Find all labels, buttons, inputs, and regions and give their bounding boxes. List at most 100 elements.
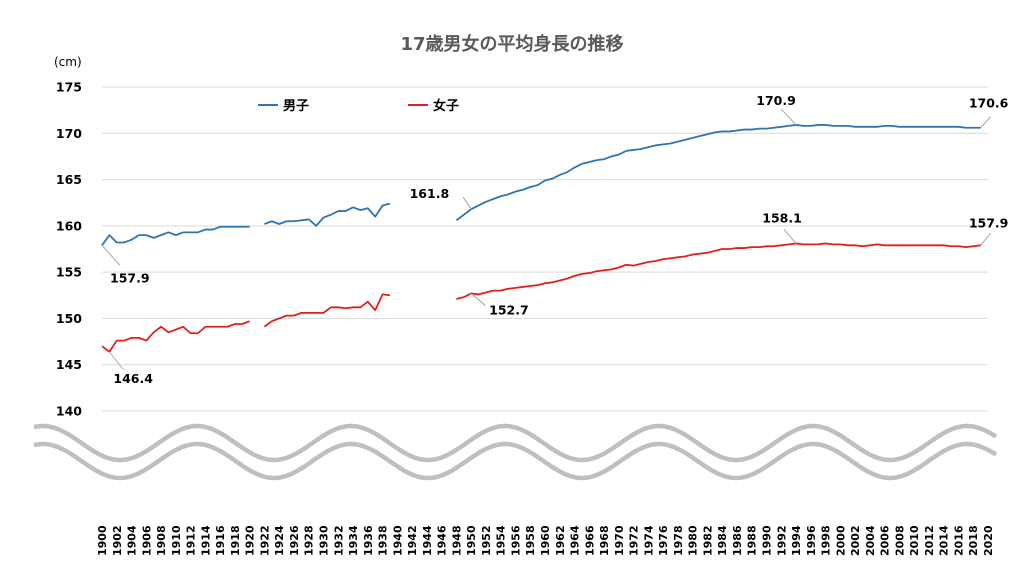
x-tick-label: 1910 — [170, 525, 183, 556]
x-tick-label: 2000 — [834, 525, 847, 556]
annotation-leader — [470, 293, 486, 306]
x-tick-label: 1940 — [391, 525, 404, 556]
x-tick-label: 1996 — [805, 525, 818, 556]
annotation-leader — [980, 116, 991, 129]
y-tick-label: 155 — [56, 265, 82, 280]
x-tick-label: 1926 — [288, 525, 301, 556]
data-label: 152.7 — [489, 302, 529, 317]
series-line-female-1 — [101, 320, 250, 353]
x-tick-label: 1908 — [155, 525, 168, 556]
x-tick-label: 1916 — [214, 525, 227, 556]
legend: 男子 女子 — [258, 98, 459, 114]
x-tick-label: 1980 — [687, 525, 700, 556]
series-line-male-2 — [264, 202, 391, 227]
x-tick-label: 1914 — [199, 525, 212, 556]
gridlines — [102, 86, 988, 412]
x-axis-ticks: 1900 1902 1904 1906 1908 1910 1912 1914 1916 1918… — [96, 525, 995, 556]
x-tick-label: 1952 — [480, 525, 493, 556]
x-tick-label: 1912 — [185, 525, 198, 556]
annotation-leader — [108, 351, 124, 371]
annotation-leader — [783, 229, 797, 244]
x-tick-label: 1944 — [421, 525, 434, 556]
y-tick-label: 175 — [56, 80, 82, 95]
x-tick-label: 1942 — [406, 525, 419, 556]
x-tick-label: 1936 — [362, 525, 375, 556]
x-tick-label: 1956 — [509, 525, 522, 556]
x-tick-label: 1960 — [539, 525, 552, 556]
x-tick-label: 2004 — [864, 525, 877, 556]
x-tick-label: 1966 — [583, 525, 596, 556]
series-lines — [101, 124, 981, 353]
data-label: 161.8 — [410, 186, 450, 201]
x-tick-label: 1964 — [569, 525, 582, 556]
series-line-male-3 — [455, 124, 981, 222]
series-line-female-3 — [456, 242, 981, 300]
y-tick-label: 150 — [56, 311, 82, 326]
x-tick-label: 1978 — [672, 525, 685, 556]
x-tick-label: 1902 — [111, 525, 124, 556]
x-tick-label: 2016 — [952, 525, 965, 556]
x-tick-label: 1968 — [598, 525, 611, 556]
x-tick-label: 1932 — [332, 525, 345, 556]
axis-break-waves — [33, 423, 998, 481]
y-tick-label: 165 — [56, 172, 82, 187]
annotation-leader — [462, 196, 472, 210]
x-tick-label: 2020 — [982, 525, 995, 556]
x-tick-label: 2006 — [879, 525, 892, 556]
x-tick-label: 1922 — [258, 525, 271, 556]
x-tick-label: 1998 — [820, 525, 833, 556]
x-tick-label: 1970 — [613, 525, 626, 556]
x-tick-label: 2012 — [923, 525, 936, 556]
legend-label-female: 女子 — [433, 98, 459, 114]
x-tick-label: 1976 — [657, 525, 670, 556]
y-tick-label: 170 — [56, 126, 82, 141]
x-tick-label: 1962 — [554, 525, 567, 556]
x-tick-label: 1930 — [318, 525, 331, 556]
x-tick-label: 2002 — [849, 525, 862, 556]
x-tick-label: 1950 — [465, 525, 478, 556]
x-tick-label: 1918 — [229, 525, 242, 556]
x-tick-label: 1990 — [761, 525, 774, 556]
break-wave-2 — [33, 441, 998, 481]
y-axis-ticks: 140 145 150 155 160 165 170 175 — [56, 80, 82, 419]
data-label: 146.4 — [113, 371, 153, 386]
x-tick-label: 1904 — [126, 525, 139, 556]
y-tick-label: 140 — [56, 404, 82, 419]
x-tick-label: 1984 — [716, 525, 729, 556]
x-tick-label: 1928 — [303, 525, 316, 556]
x-tick-label: 1986 — [731, 525, 744, 556]
legend-label-male: 男子 — [283, 99, 309, 114]
series-line-female-2 — [263, 293, 391, 328]
data-label: 158.1 — [762, 210, 802, 225]
annotation-leader — [101, 244, 121, 266]
data-label: 157.9 — [110, 270, 150, 285]
x-tick-label: 2018 — [967, 525, 980, 556]
data-label: 170.9 — [756, 93, 796, 108]
y-tick-label: 145 — [56, 357, 82, 372]
x-tick-label: 1972 — [628, 525, 641, 556]
x-tick-label: 1974 — [642, 525, 655, 556]
x-tick-label: 1948 — [450, 525, 463, 556]
chart-title: 17歳男女の平均身長の推移 — [400, 33, 623, 55]
x-tick-label: 2014 — [938, 525, 951, 556]
x-tick-label: 1906 — [140, 525, 153, 556]
x-tick-label: 1988 — [746, 525, 759, 556]
annotation-leader — [780, 108, 797, 126]
y-axis-unit: (cm) — [54, 55, 82, 69]
x-tick-label: 1994 — [790, 525, 803, 556]
data-label: 170.6 — [969, 96, 1009, 111]
x-tick-label: 1900 — [96, 525, 109, 556]
x-tick-label: 2008 — [893, 525, 906, 556]
y-tick-label: 160 — [56, 218, 82, 233]
x-tick-label: 1982 — [701, 525, 714, 556]
data-annotations: 157.9 161.8 170.9 170.6 146.4 152.7 158.1 157.9 — [101, 93, 1009, 386]
data-label: 157.9 — [969, 215, 1009, 230]
annotation-leader — [980, 232, 992, 246]
x-tick-label: 1934 — [347, 525, 360, 556]
break-wave-1 — [33, 423, 998, 463]
x-tick-label: 1992 — [775, 525, 788, 556]
x-tick-label: 1946 — [436, 525, 449, 556]
x-tick-label: 1954 — [495, 525, 508, 556]
x-tick-label: 1920 — [244, 525, 257, 556]
